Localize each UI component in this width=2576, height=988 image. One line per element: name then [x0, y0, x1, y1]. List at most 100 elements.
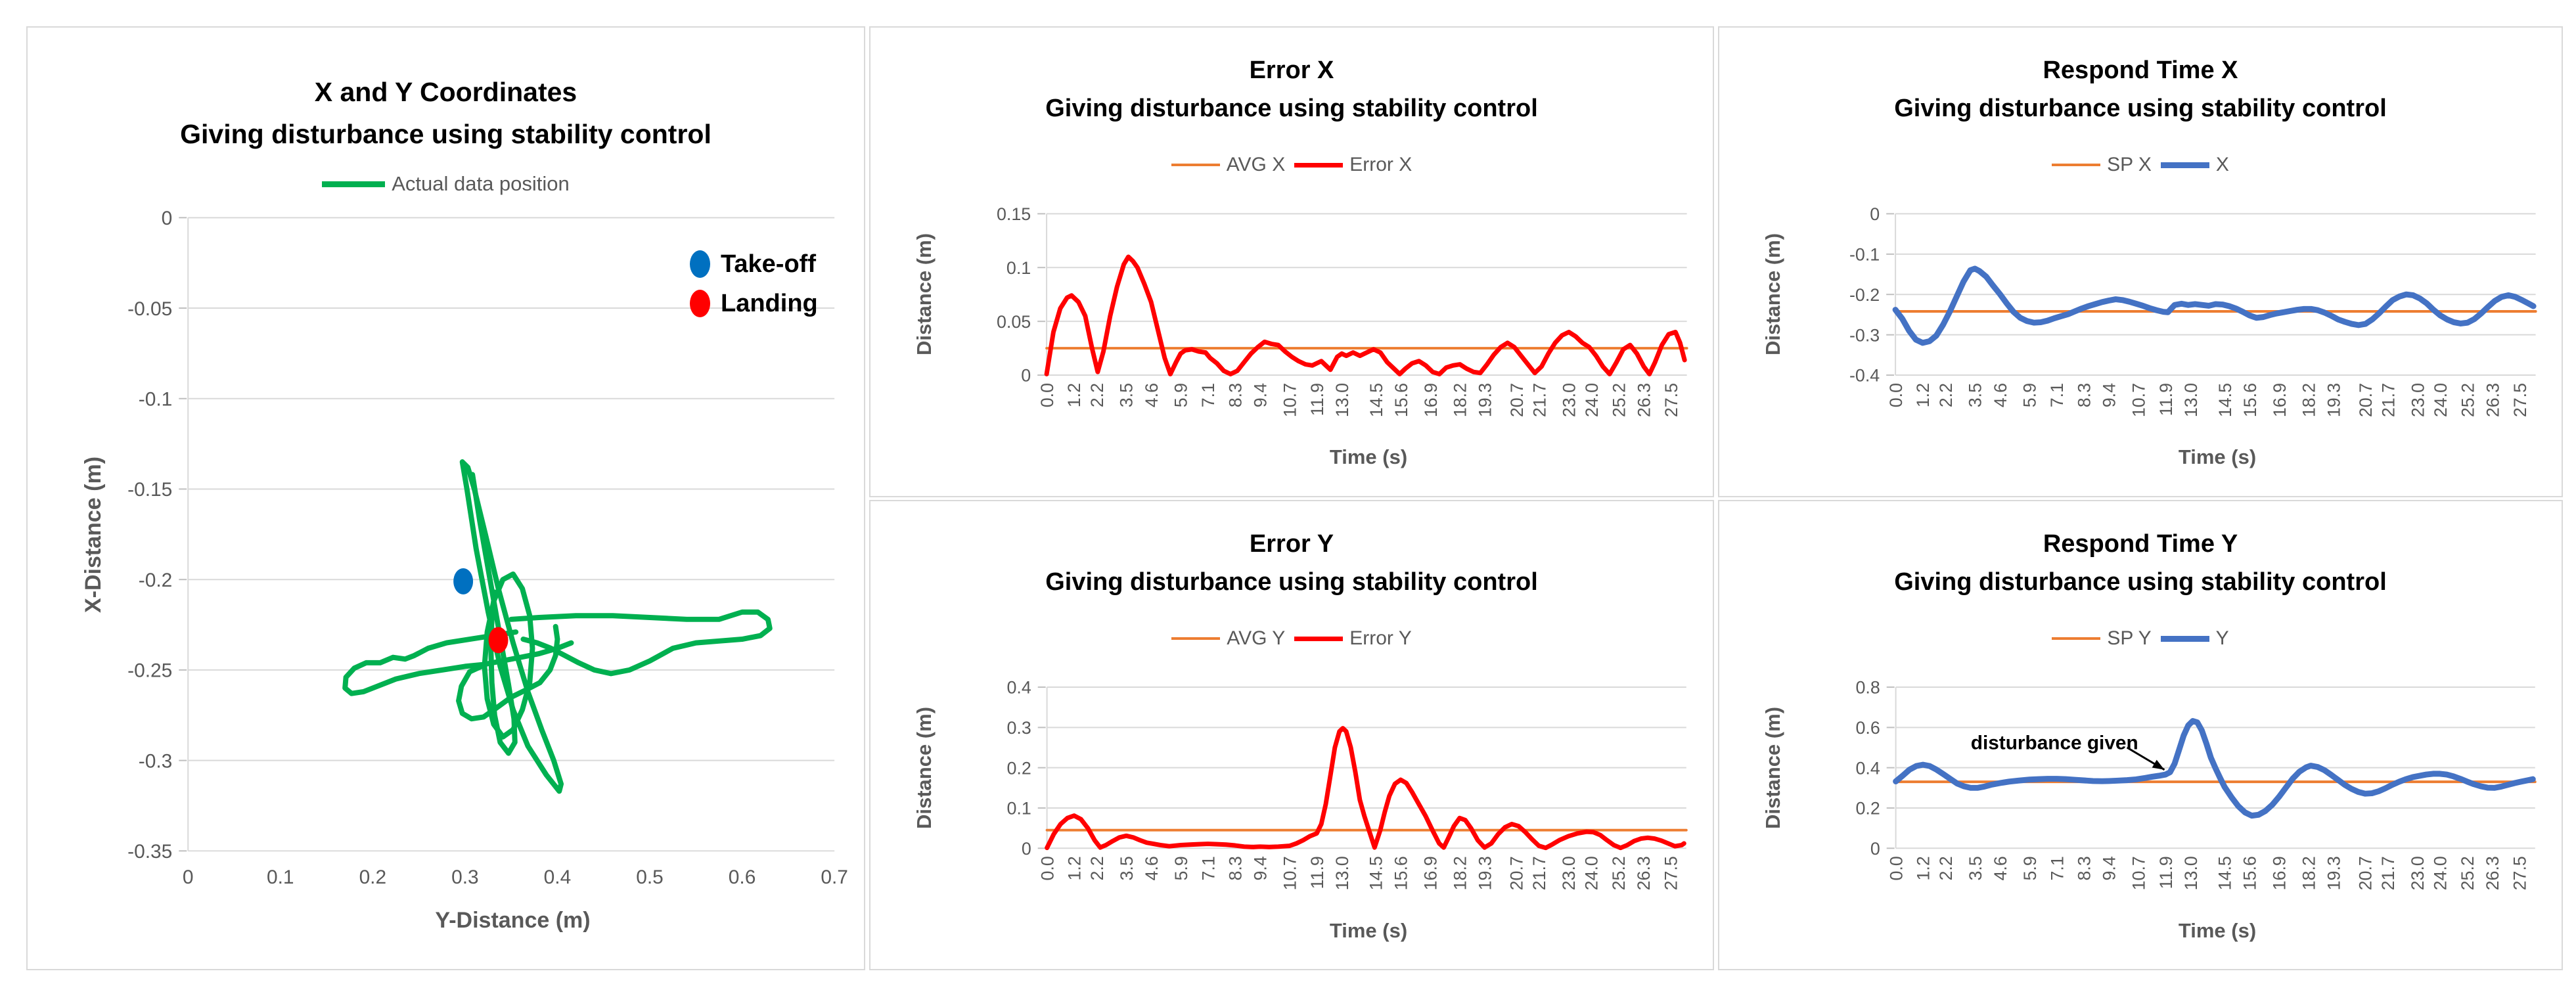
- x-axis-title: Time (s): [2178, 919, 2257, 942]
- chart-respond-time-y: Respond Time Y Giving disturbance using …: [1718, 500, 2563, 970]
- svg-text:3.5: 3.5: [1117, 383, 1137, 407]
- x-tick-label: 11.9: [2156, 856, 2176, 889]
- x-tick-label: 27.5: [1661, 383, 1681, 417]
- x-tick-label: 15.6: [1391, 856, 1411, 890]
- svg-text:19.3: 19.3: [1475, 856, 1495, 890]
- legend: AVG X Error X: [870, 148, 1713, 182]
- svg-text:18.2: 18.2: [1450, 856, 1470, 890]
- series-error-x: [1044, 254, 1687, 376]
- x-tick-label: 10.7: [1280, 383, 1299, 417]
- x-tick-label: 1.2: [1914, 856, 1933, 880]
- svg-text:13.0: 13.0: [2181, 383, 2201, 417]
- x-tick-label: 24.0: [1582, 383, 1602, 417]
- svg-text:23.0: 23.0: [1560, 383, 1579, 417]
- chart-xy-coordinates: X and Y Coordinates Giving disturbance u…: [26, 26, 865, 970]
- x-tick-label: 2.2: [1087, 383, 1107, 407]
- annotation-arrowhead: [2152, 759, 2165, 770]
- y-tick-label: 0: [1021, 366, 1031, 386]
- svg-text:0.0: 0.0: [1037, 856, 1057, 880]
- series-actual-data-position: [342, 629, 574, 696]
- x-tick-label: 11.9: [2156, 383, 2176, 416]
- svg-text:18.2: 18.2: [2299, 856, 2318, 890]
- marker-take-off: [453, 568, 474, 595]
- svg-text:10.7: 10.7: [2129, 856, 2148, 890]
- legend-item: SP X: [2052, 154, 2152, 176]
- svg-text:16.9: 16.9: [2270, 383, 2290, 417]
- svg-text:21.7: 21.7: [2379, 383, 2399, 417]
- svg-text:19.3: 19.3: [2324, 383, 2344, 417]
- chart-title: Respond Time X Giving disturbance using …: [1719, 51, 2562, 127]
- x-tick-label: 0.1: [267, 866, 294, 888]
- x-tick-label: 0.0: [1886, 383, 1906, 407]
- svg-text:27.5: 27.5: [2510, 856, 2529, 890]
- landing-label: Landing: [721, 289, 818, 317]
- svg-text:21.7: 21.7: [2378, 856, 2398, 890]
- chart-title-line1: Error Y: [1249, 530, 1334, 558]
- chart-title-line2: Giving disturbance using stability contr…: [1045, 568, 1538, 596]
- respond-x-plot-area: 0 -0.1 -0.2 -0.3 -0.4 0.0 1.2 2.2 3.5 4.6 5.9 7.1 8.…: [1849, 204, 2537, 417]
- chart-title-line2: Giving disturbance using stability contr…: [1894, 95, 2387, 122]
- legend: AVG Y Error Y: [870, 621, 1713, 656]
- svg-text:26.3: 26.3: [1635, 383, 1654, 417]
- svg-text:1.2: 1.2: [1914, 856, 1933, 880]
- legend-line-swatch: [1171, 164, 1220, 166]
- svg-text:1.2: 1.2: [1913, 383, 1933, 407]
- chart-title-line1: Error X: [1249, 56, 1334, 84]
- svg-text:21.7: 21.7: [1529, 856, 1549, 890]
- svg-text:9.4: 9.4: [2100, 856, 2119, 880]
- x-tick-label: 0.4: [544, 866, 572, 888]
- svg-text:5.9: 5.9: [2020, 383, 2040, 407]
- svg-text:10.7: 10.7: [1280, 856, 1299, 890]
- svg-text:18.2: 18.2: [1451, 383, 1470, 417]
- chart-title-line1: X and Y Coordinates: [314, 77, 577, 107]
- legend-item: SP Y: [2052, 627, 2152, 650]
- y-axis-title: Distance (m): [1761, 233, 1784, 356]
- y-tick-label: 0.6: [1856, 718, 1880, 738]
- svg-text:14.5: 14.5: [2215, 383, 2235, 417]
- chart-title-line2: Giving disturbance using stability contr…: [1894, 568, 2387, 596]
- legend-label: SP Y: [2107, 627, 2152, 649]
- x-tick-label: 23.0: [1559, 856, 1579, 890]
- x-tick-label: 3.5: [1117, 383, 1137, 407]
- svg-text:2.2: 2.2: [1087, 856, 1107, 880]
- svg-text:5.9: 5.9: [2020, 856, 2040, 880]
- svg-text:16.9: 16.9: [1420, 856, 1440, 890]
- y-tick-label: -0.05: [127, 298, 172, 320]
- marker-landing: [488, 627, 508, 654]
- svg-text:15.6: 15.6: [1391, 383, 1411, 417]
- y-tick-label: 0.4: [1007, 678, 1031, 698]
- svg-text:20.7: 20.7: [2356, 383, 2376, 417]
- svg-text:10.7: 10.7: [2129, 383, 2148, 417]
- y-tick-label: 0: [162, 208, 173, 229]
- legend-line-swatch: [1294, 636, 1344, 641]
- x-tick-label: 5.9: [2020, 856, 2040, 880]
- x-tick-label: 7.1: [1198, 383, 1218, 407]
- legend-item: AVG X: [1171, 154, 1285, 176]
- svg-text:27.5: 27.5: [1661, 383, 1681, 417]
- x-tick-label: 25.2: [2458, 383, 2478, 417]
- x-tick-label: 24.0: [1581, 856, 1601, 890]
- y-tick-label: 0.1: [1007, 799, 1031, 819]
- svg-text:4.6: 4.6: [1991, 856, 2010, 880]
- series-y: [1893, 718, 2536, 819]
- x-tick-label: 26.3: [1635, 383, 1654, 417]
- legend-line-swatch: [1171, 637, 1221, 640]
- y-tick-label: 0.05: [997, 312, 1031, 332]
- x-tick-label: 15.6: [2240, 383, 2260, 417]
- x-tick-label: 14.5: [2215, 856, 2235, 890]
- legend-item: AVG Y: [1171, 627, 1285, 650]
- x-tick-label: 2.2: [1936, 383, 1956, 407]
- svg-text:0.0: 0.0: [1886, 856, 1906, 880]
- chart-title: Error Y Giving disturbance using stabili…: [870, 525, 1713, 601]
- x-tick-label: 19.3: [1475, 856, 1495, 890]
- svg-text:3.5: 3.5: [1117, 856, 1137, 880]
- svg-text:5.9: 5.9: [1171, 383, 1191, 407]
- svg-text:24.0: 24.0: [2430, 856, 2450, 890]
- svg-text:9.4: 9.4: [1251, 383, 1271, 407]
- svg-text:7.1: 7.1: [2047, 856, 2067, 880]
- marker-legend-row: Take-off: [690, 247, 818, 281]
- y-tick-label: -0.2: [139, 570, 173, 591]
- svg-text:15.6: 15.6: [2240, 383, 2260, 417]
- y-tick-label: 0: [1870, 204, 1880, 224]
